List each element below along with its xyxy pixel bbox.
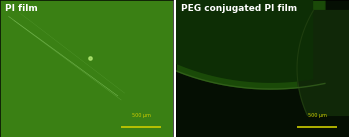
Text: 500 µm: 500 µm	[307, 113, 326, 118]
Polygon shape	[112, 0, 325, 89]
Text: 500 µm: 500 µm	[132, 113, 151, 118]
Text: PEG conjugated PI film: PEG conjugated PI film	[181, 4, 297, 13]
Polygon shape	[241, 55, 349, 137]
Polygon shape	[125, 0, 312, 82]
Point	[87, 56, 93, 59]
Polygon shape	[297, 11, 349, 115]
Text: PI film: PI film	[5, 4, 38, 13]
